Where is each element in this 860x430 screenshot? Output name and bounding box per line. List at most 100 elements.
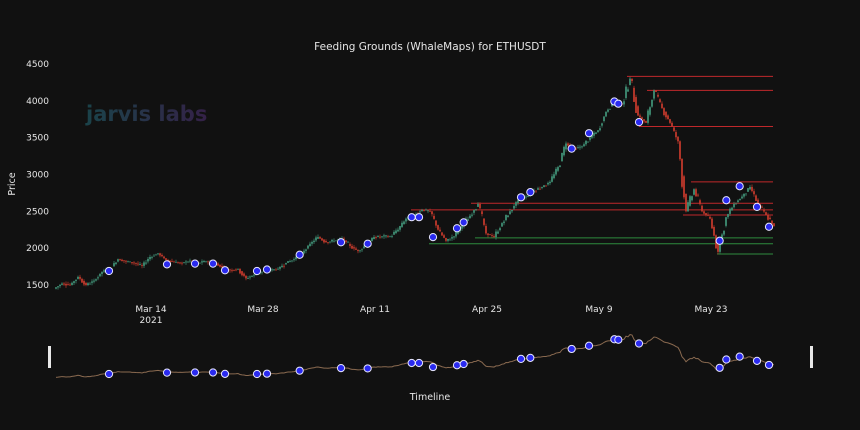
candle-body — [565, 143, 567, 150]
range-slider-whale-marker — [407, 358, 416, 368]
candle-body — [553, 174, 555, 179]
candle-body — [321, 238, 323, 241]
candle-body — [717, 243, 719, 252]
candle-body — [499, 228, 501, 231]
range-slider-whale-marker — [452, 361, 462, 370]
chart-title: Feeding Grounds (WhaleMaps) for ETHUSDT — [314, 41, 546, 53]
y-tick-label: 1500 — [26, 281, 49, 291]
candle-body — [527, 196, 529, 197]
candle-body — [345, 240, 347, 243]
candle-body — [483, 218, 485, 225]
candle-body — [587, 141, 589, 143]
candle-body — [595, 132, 597, 134]
candle-body — [173, 261, 175, 263]
candle-body — [477, 203, 479, 207]
candle-body — [435, 220, 437, 226]
candle-body — [85, 282, 87, 285]
candle-body — [509, 211, 511, 215]
candle-body — [287, 261, 289, 263]
candle-body — [347, 241, 349, 243]
candle-body — [239, 268, 241, 274]
candle-body — [129, 261, 131, 263]
candle-body — [455, 231, 457, 237]
range-slider-whale-marker — [428, 362, 438, 372]
candle-body — [181, 262, 183, 264]
x-axis-title: Timeline — [409, 392, 451, 403]
whale-marker — [516, 193, 526, 202]
candle-body — [137, 263, 139, 265]
candle-body — [579, 146, 581, 148]
candle-body — [485, 226, 487, 234]
candle-body — [143, 262, 145, 266]
candle-body — [133, 262, 135, 264]
range-slider[interactable] — [48, 334, 813, 379]
candle-body — [577, 147, 579, 149]
candle-body — [363, 246, 365, 249]
candle-body — [311, 241, 313, 244]
candle-body — [303, 250, 305, 254]
range-slider-right-handle[interactable] — [810, 346, 813, 368]
candle-body — [75, 279, 77, 281]
candle-body — [89, 283, 91, 285]
candle-body — [489, 234, 491, 236]
candle-body — [385, 235, 387, 237]
candle-body — [171, 261, 173, 262]
candle-body — [361, 249, 363, 251]
candle-body — [743, 193, 745, 197]
candle-body — [757, 199, 759, 204]
candle-body — [199, 262, 201, 264]
candle-body — [445, 238, 447, 241]
range-slider-whale-marker — [752, 356, 762, 365]
candle-body — [319, 237, 321, 239]
candle-body — [161, 254, 163, 257]
candle-body — [381, 236, 383, 238]
candle-body — [467, 219, 469, 221]
candle-body — [141, 265, 143, 266]
candle-body — [705, 213, 707, 216]
candle-body — [681, 158, 683, 187]
candle-body — [343, 238, 345, 240]
candle-body — [73, 281, 75, 283]
candle-body — [557, 167, 559, 171]
candle-body — [687, 202, 689, 212]
candle-body — [291, 260, 293, 262]
candle-body — [333, 240, 335, 242]
candle-body — [149, 256, 151, 260]
candle-body — [203, 261, 205, 263]
whale-markers — [104, 97, 774, 276]
watermark-logo: jarvis labs — [85, 102, 207, 126]
candle-body — [95, 279, 97, 281]
candle-body — [589, 137, 591, 140]
candle-body — [359, 250, 361, 252]
candle-body — [83, 280, 85, 285]
candle-body — [391, 235, 393, 237]
candle-body — [217, 263, 219, 266]
whale-marker — [634, 118, 644, 127]
candle-body — [151, 256, 153, 258]
whale-marker — [735, 182, 744, 191]
candle-body — [447, 238, 449, 241]
candle-body — [601, 123, 603, 126]
whale-marker — [452, 224, 462, 233]
candle-body — [709, 216, 711, 219]
range-slider-whale-marker — [722, 355, 731, 364]
candle-body — [431, 211, 433, 215]
candle-body — [421, 209, 423, 212]
candle-body — [351, 245, 353, 249]
candle-body — [233, 269, 235, 271]
candle-body — [761, 206, 763, 208]
candle-body — [63, 283, 65, 285]
candle-body — [767, 214, 769, 220]
candle-body — [453, 236, 455, 238]
candle-body — [79, 276, 81, 279]
candle-body — [479, 203, 481, 209]
x-tick-sublabel: 2021 — [140, 316, 163, 326]
candle-body — [503, 221, 505, 224]
candle-body — [471, 214, 473, 216]
range-slider-left-handle[interactable] — [48, 346, 51, 368]
candle-body — [607, 109, 609, 112]
candle-body — [685, 193, 687, 212]
whale-marker — [722, 196, 731, 205]
candle-body — [99, 273, 101, 277]
candle-body — [701, 205, 703, 212]
